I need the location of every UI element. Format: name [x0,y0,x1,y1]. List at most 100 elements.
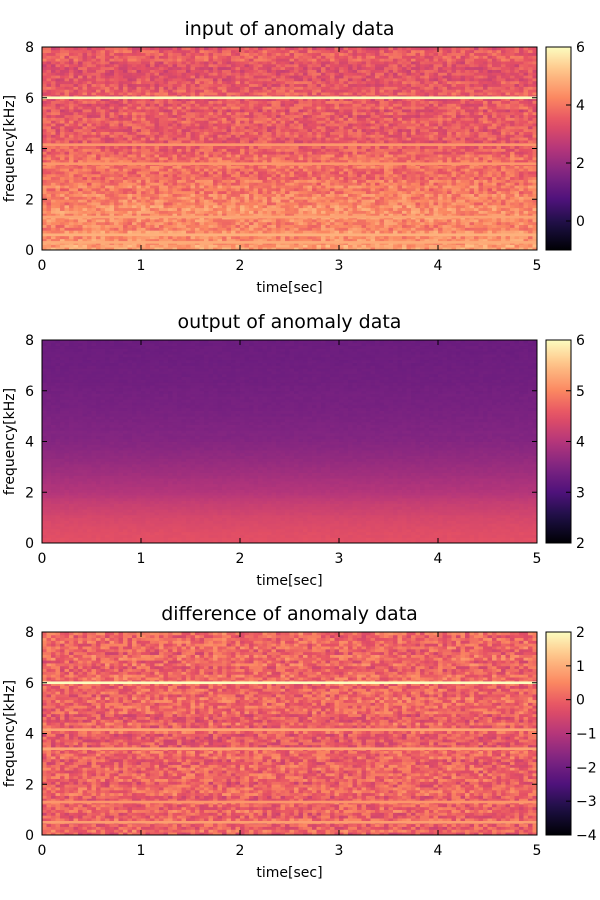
heatmap-cell [172,137,178,141]
heatmap-cell [159,207,164,211]
heatmap-cell [150,168,155,172]
heatmap-cell [352,159,358,163]
heatmap-cell [123,210,128,214]
heatmap-cell [109,244,115,248]
heatmap-cell [204,148,209,152]
heatmap-cell [177,123,182,127]
heatmap-cell [343,182,349,186]
heatmap-cell [312,238,317,242]
heatmap-cell [60,218,65,223]
heatmap-cell [519,210,524,214]
heatmap-cell [244,151,250,155]
heatmap-cell [379,123,385,127]
heatmap-cell [298,202,304,206]
heatmap-cell [163,185,169,189]
heatmap-cell [501,230,506,234]
heatmap-cell [447,199,452,203]
heatmap-cell [217,235,223,240]
heatmap-cell [280,165,286,169]
heatmap-cell [334,179,340,183]
heatmap-cell [429,210,434,214]
heatmap-cell [213,213,218,217]
heatmap-cell [438,134,443,138]
heatmap-cell [60,227,65,231]
heatmap-cell [114,221,119,226]
heatmap-cell [375,148,380,152]
heatmap-cell [64,199,70,203]
heatmap-cell [415,227,421,231]
heatmap-cell [132,227,137,231]
heatmap-cell [258,140,263,144]
heatmap-cell [307,238,313,242]
heatmap-cell [150,193,155,197]
heatmap-cell [352,179,358,183]
heatmap-cell [82,168,88,172]
heatmap-cell [388,159,394,163]
heatmap-cell [177,244,182,248]
heatmap-cell [150,187,155,192]
heatmap-cell [415,193,421,197]
heatmap-cell [357,213,362,217]
heatmap-cell [528,123,533,127]
heatmap-cell [132,199,137,203]
heatmap-cell [424,202,430,206]
heatmap-cell [492,179,497,183]
heatmap-cell [442,173,448,178]
heatmap-cell [402,247,407,251]
heatmap-cell [267,182,272,186]
heatmap-cell [384,165,389,169]
heatmap-cell [469,221,475,226]
heatmap-cell [528,145,533,149]
heatmap-cell [321,204,326,209]
heatmap-cell [397,210,403,214]
heatmap-cell [294,202,299,206]
heatmap-cell [186,165,191,169]
heatmap-cell [276,244,281,248]
heatmap-cell [136,171,142,175]
heatmap-cell [226,218,232,223]
heatmap-cell [429,173,434,178]
heatmap-cell [217,123,223,127]
heatmap-cell [46,204,52,209]
heatmap-cell [276,199,281,203]
heatmap-cell [492,137,497,141]
heatmap-cell [235,185,241,189]
heatmap-cell [253,187,259,192]
heatmap-cell [492,227,497,231]
heatmap-cell [60,165,65,169]
heatmap-cell [235,179,241,183]
heatmap-cell [285,182,290,186]
heatmap-cell [177,168,182,172]
heatmap-cell [348,218,353,223]
heatmap-cell [303,151,308,155]
heatmap-cell [78,140,83,144]
heatmap-cell [114,140,119,144]
heatmap-cell [312,123,317,127]
heatmap-cell [352,154,358,158]
heatmap-cell [429,221,434,226]
heatmap-cell [312,247,317,251]
heatmap-cell [190,193,196,197]
heatmap-cell [307,202,313,206]
heatmap-cell [325,204,331,209]
heatmap-cell [361,154,367,158]
heatmap-cell [258,165,263,169]
heatmap-cell [253,156,259,161]
heatmap-cell [339,185,344,189]
heatmap-cell [276,176,281,180]
heatmap-cell [411,218,416,223]
heatmap-cell [505,168,511,172]
heatmap-cell [339,230,344,234]
heatmap-cell [501,247,506,251]
heatmap-cell [402,171,407,175]
heatmap-cell [213,156,218,161]
heatmap-cell [357,218,362,223]
heatmap-cell [429,179,434,183]
heatmap-cell [69,173,74,178]
heatmap-cell [321,213,326,217]
heatmap-cell [208,145,214,149]
heatmap-cell [231,227,236,231]
heatmap-cell [532,238,538,242]
heatmap-cell [60,213,65,217]
heatmap-cell [168,176,173,180]
